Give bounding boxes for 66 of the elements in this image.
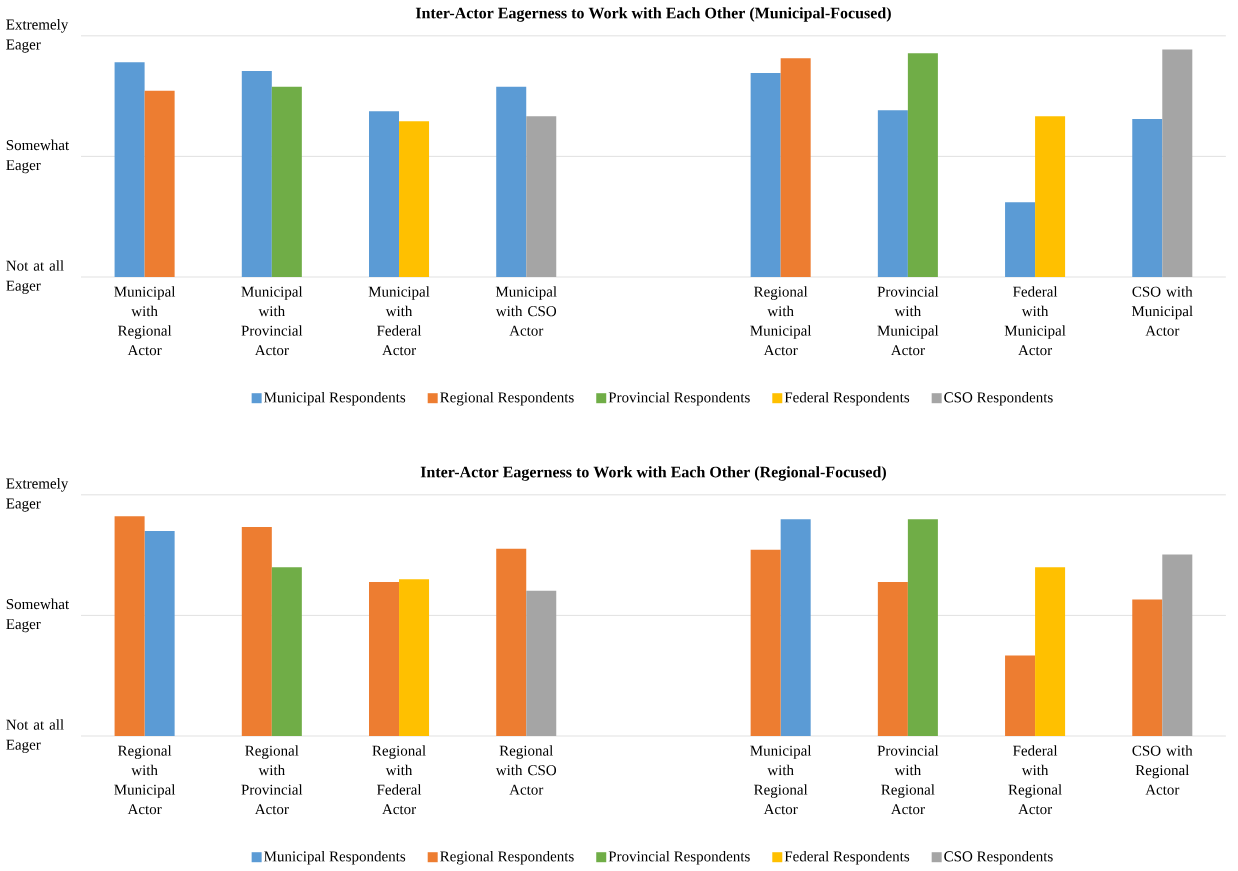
legend-label: CSO Respondents — [944, 850, 1053, 865]
bar — [1035, 116, 1066, 277]
bar — [1035, 567, 1066, 736]
x-tick-label: Regional with Federal Actor — [372, 745, 426, 815]
ref-line-label: Extremely Eager — [6, 18, 69, 53]
x-tick-label: Provincial with Municipal Actor — [877, 286, 939, 356]
x-tick-label: CSO with Regional Actor — [1132, 745, 1193, 795]
x-tick-label: Regional with CSO Actor — [495, 745, 557, 795]
bar — [877, 582, 908, 736]
bar — [271, 567, 302, 736]
bar — [271, 86, 302, 277]
ref-line-label: Somewhat Eager — [6, 598, 70, 633]
bar — [114, 62, 145, 277]
chart-title: Inter-Actor Eagerness to Work with Each Other (Municipal-Focused) — [415, 7, 891, 22]
bar — [1162, 49, 1193, 277]
bar — [496, 86, 527, 277]
bar — [241, 527, 272, 736]
bar — [907, 519, 938, 736]
legend-label: Federal Respondents — [784, 391, 910, 406]
x-tick-label: Municipal with Federal Actor — [368, 286, 430, 356]
bar — [750, 549, 781, 736]
bar — [780, 58, 811, 277]
x-tick-label: Municipal with Provincial Actor — [241, 286, 303, 356]
legend-label: CSO Respondents — [944, 391, 1053, 406]
bar — [399, 579, 430, 736]
bar — [907, 53, 938, 277]
ref-line-label: Extremely Eager — [6, 478, 69, 512]
bar — [241, 71, 272, 277]
bar — [114, 516, 145, 736]
ref-line-label: Somewhat Eager — [6, 139, 70, 174]
x-tick-label: Regional with Municipal Actor — [114, 745, 176, 815]
x-tick-label: Provincial with Regional Actor — [877, 745, 939, 815]
x-tick-label: Federal with Regional Actor — [1008, 745, 1062, 815]
bar — [780, 519, 811, 736]
bar — [1162, 554, 1193, 736]
text: Not at all Eager — [6, 260, 64, 294]
legend-label: Provincial Respondents — [608, 391, 750, 406]
bar — [750, 72, 781, 277]
bar — [526, 590, 557, 736]
legend-label: Municipal Respondents — [264, 391, 406, 406]
bar — [369, 111, 400, 277]
bar — [496, 548, 527, 736]
bar — [1132, 119, 1163, 277]
text: Not at all Eager — [6, 719, 64, 753]
legend-label: Provincial Respondents — [608, 850, 750, 865]
x-tick-label: Municipal with CSO Actor — [495, 286, 557, 336]
bar — [1005, 655, 1036, 736]
legend-label: Regional Respondents — [440, 850, 574, 865]
x-tick-label: Regional with Provincial Actor — [241, 745, 303, 815]
x-tick-label: Regional with Municipal Actor — [750, 286, 812, 356]
bar — [369, 582, 400, 736]
legend-label: Federal Respondents — [784, 850, 910, 865]
legend-label: Municipal Respondents — [264, 850, 406, 865]
bar — [1132, 599, 1163, 736]
x-tick-label: CSO with Municipal Actor — [1131, 286, 1193, 336]
x-tick-label: Municipal with Regional Actor — [114, 286, 176, 356]
bar — [144, 531, 175, 736]
legend-label: Regional Respondents — [440, 391, 574, 406]
bar — [144, 90, 175, 277]
x-tick-label: Federal with Municipal Actor — [1004, 286, 1066, 356]
bar — [1005, 202, 1036, 277]
bar — [399, 121, 430, 277]
x-tick-label: Municipal with Regional Actor — [750, 745, 812, 815]
chart-title: Inter-Actor Eagerness to Work with Each Other (Regional-Focused) — [420, 466, 886, 481]
bar — [526, 116, 557, 277]
bar — [877, 110, 908, 277]
